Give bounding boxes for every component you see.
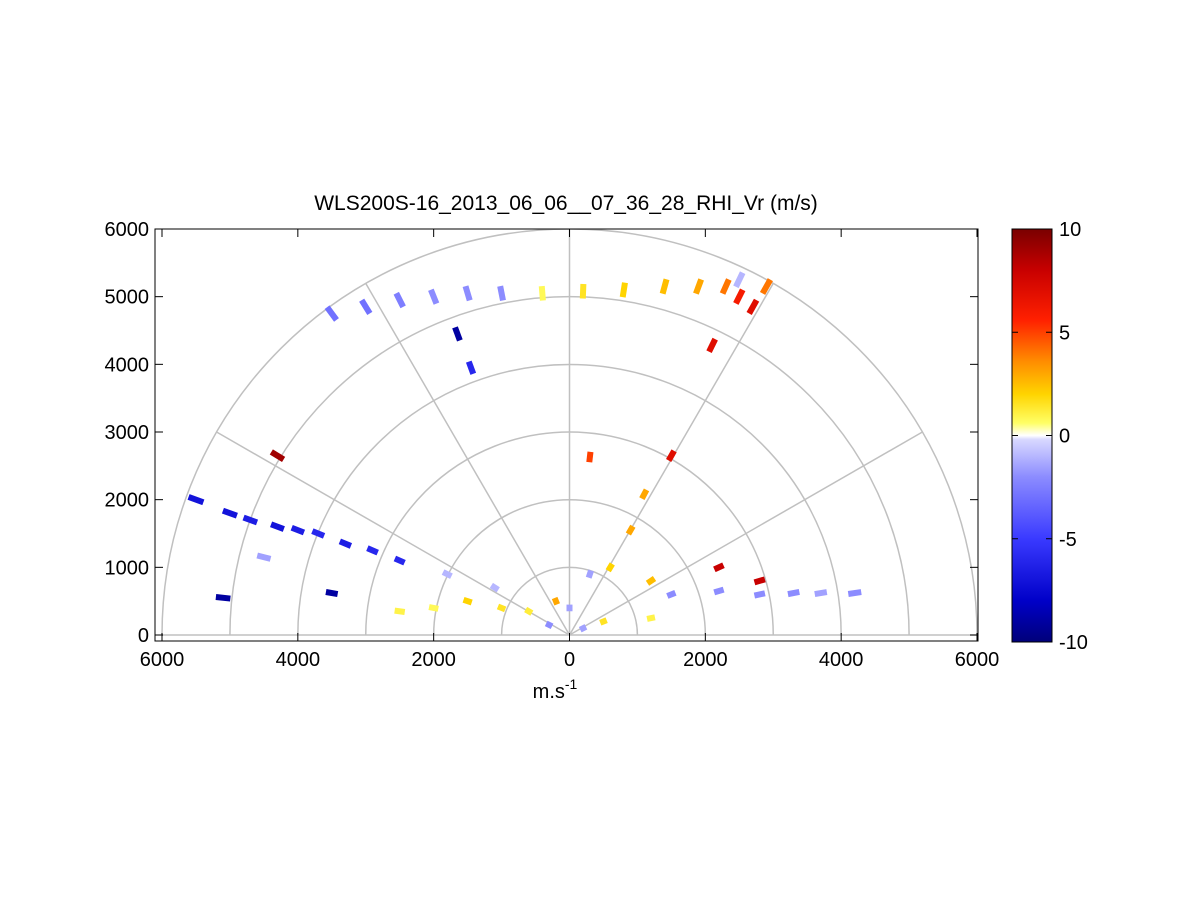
grid-spoke-120 (365, 283, 571, 636)
colorbar-tick-label: 0 (1059, 426, 1070, 448)
data-cell (462, 285, 473, 302)
x-tick-label: 4000 (276, 649, 321, 671)
data-cell (579, 283, 587, 299)
data-cell (394, 607, 406, 615)
data-cell (428, 604, 439, 612)
y-tick-label: 1000 (105, 557, 150, 579)
data-cell (814, 589, 828, 598)
data-cell (215, 594, 231, 602)
data-cell (428, 288, 440, 305)
data-cell (719, 278, 732, 295)
data-cell (666, 590, 677, 599)
data-cell (645, 576, 657, 586)
data-cell (538, 285, 546, 301)
data-cell (544, 620, 554, 629)
colorbar: 10 5 0 -5 -10 (1011, 219, 1088, 654)
data-cell (359, 298, 373, 315)
colorbar-ticks: 10 5 0 -5 -10 (1012, 219, 1088, 654)
data-cell (733, 271, 746, 289)
plot-area (155, 229, 978, 641)
y-tick-label: 5000 (105, 287, 150, 309)
data-cell (566, 604, 573, 612)
data-cell (324, 305, 339, 322)
data-cell (524, 606, 534, 616)
data-cell (605, 562, 615, 573)
grid-spoke-150 (216, 431, 570, 636)
data-cell (338, 538, 353, 549)
data-cell (713, 562, 725, 573)
data-cell (290, 524, 306, 536)
data-cell (311, 528, 326, 539)
x-axis-ticks: 6000 4000 2000 0 2000 4000 6000 (140, 229, 1000, 671)
colorbar-tick-label: -10 (1059, 632, 1088, 654)
data-cell (242, 514, 259, 526)
data-cell (187, 494, 205, 506)
data-cell (551, 596, 560, 606)
data-cell (441, 569, 453, 579)
data-cell (325, 589, 339, 598)
data-cell (625, 524, 636, 536)
data-cell (753, 590, 766, 599)
y-tick-label: 0 (138, 625, 149, 647)
data-cell (746, 298, 760, 315)
data-cell (497, 285, 506, 302)
data-cell (270, 521, 285, 532)
colorbar-tick-label: -5 (1059, 529, 1077, 551)
data-cell (753, 576, 766, 586)
data-cell (619, 282, 628, 298)
data-cell (706, 337, 718, 353)
data-cell (393, 291, 406, 309)
data-cell (666, 449, 677, 462)
data-cell (585, 569, 594, 579)
x-tick-label: 0 (564, 649, 575, 671)
y-axis-ticks: 0 1000 2000 3000 4000 5000 6000 (105, 219, 978, 647)
data-cell (733, 288, 746, 305)
data-cell (393, 555, 406, 566)
x-tick-label: 2000 (683, 649, 728, 671)
data-cell (462, 596, 473, 606)
data-cell (847, 589, 862, 597)
data-cell (659, 278, 670, 295)
x-axis-label-base: m.s (533, 681, 565, 703)
data-cell (221, 507, 238, 519)
data-cell (452, 326, 463, 342)
y-tick-label: 4000 (105, 354, 150, 376)
x-axis-label-exponent: -1 (565, 676, 578, 692)
data-cell (599, 617, 608, 626)
grid-spoke-30 (569, 431, 923, 636)
data-cell (693, 278, 704, 295)
y-tick-label: 6000 (105, 219, 150, 241)
data-layer (187, 271, 862, 633)
plot-axes: 6000 4000 2000 0 2000 4000 6000 0 1000 2000 3000 4… (105, 219, 1000, 671)
data-cell (713, 586, 725, 596)
x-tick-label: 4000 (819, 649, 864, 671)
chart-title: WLS200S-16_2013_06_06__07_36_28_RHI_Vr (… (314, 192, 818, 215)
colorbar-tick-label: 10 (1059, 219, 1081, 241)
data-cell (256, 552, 272, 562)
data-cell (759, 278, 773, 295)
data-cell (787, 589, 800, 598)
x-tick-label: 6000 (140, 649, 185, 671)
data-cell (269, 449, 286, 463)
x-axis-label: m.s-1 (533, 676, 578, 703)
y-tick-label: 2000 (105, 490, 150, 512)
x-tick-label: 6000 (955, 649, 1000, 671)
colorbar-tick-label: 5 (1059, 322, 1070, 344)
y-tick-label: 3000 (105, 422, 150, 444)
x-tick-label: 2000 (411, 649, 456, 671)
data-cell (496, 603, 507, 613)
data-cell (646, 614, 656, 622)
plot-frame (154, 228, 979, 642)
data-cell (489, 582, 500, 593)
data-cell (465, 360, 477, 375)
data-cell (578, 624, 588, 633)
data-cell (586, 451, 594, 463)
data-cell (639, 488, 650, 501)
data-cell (366, 545, 379, 556)
